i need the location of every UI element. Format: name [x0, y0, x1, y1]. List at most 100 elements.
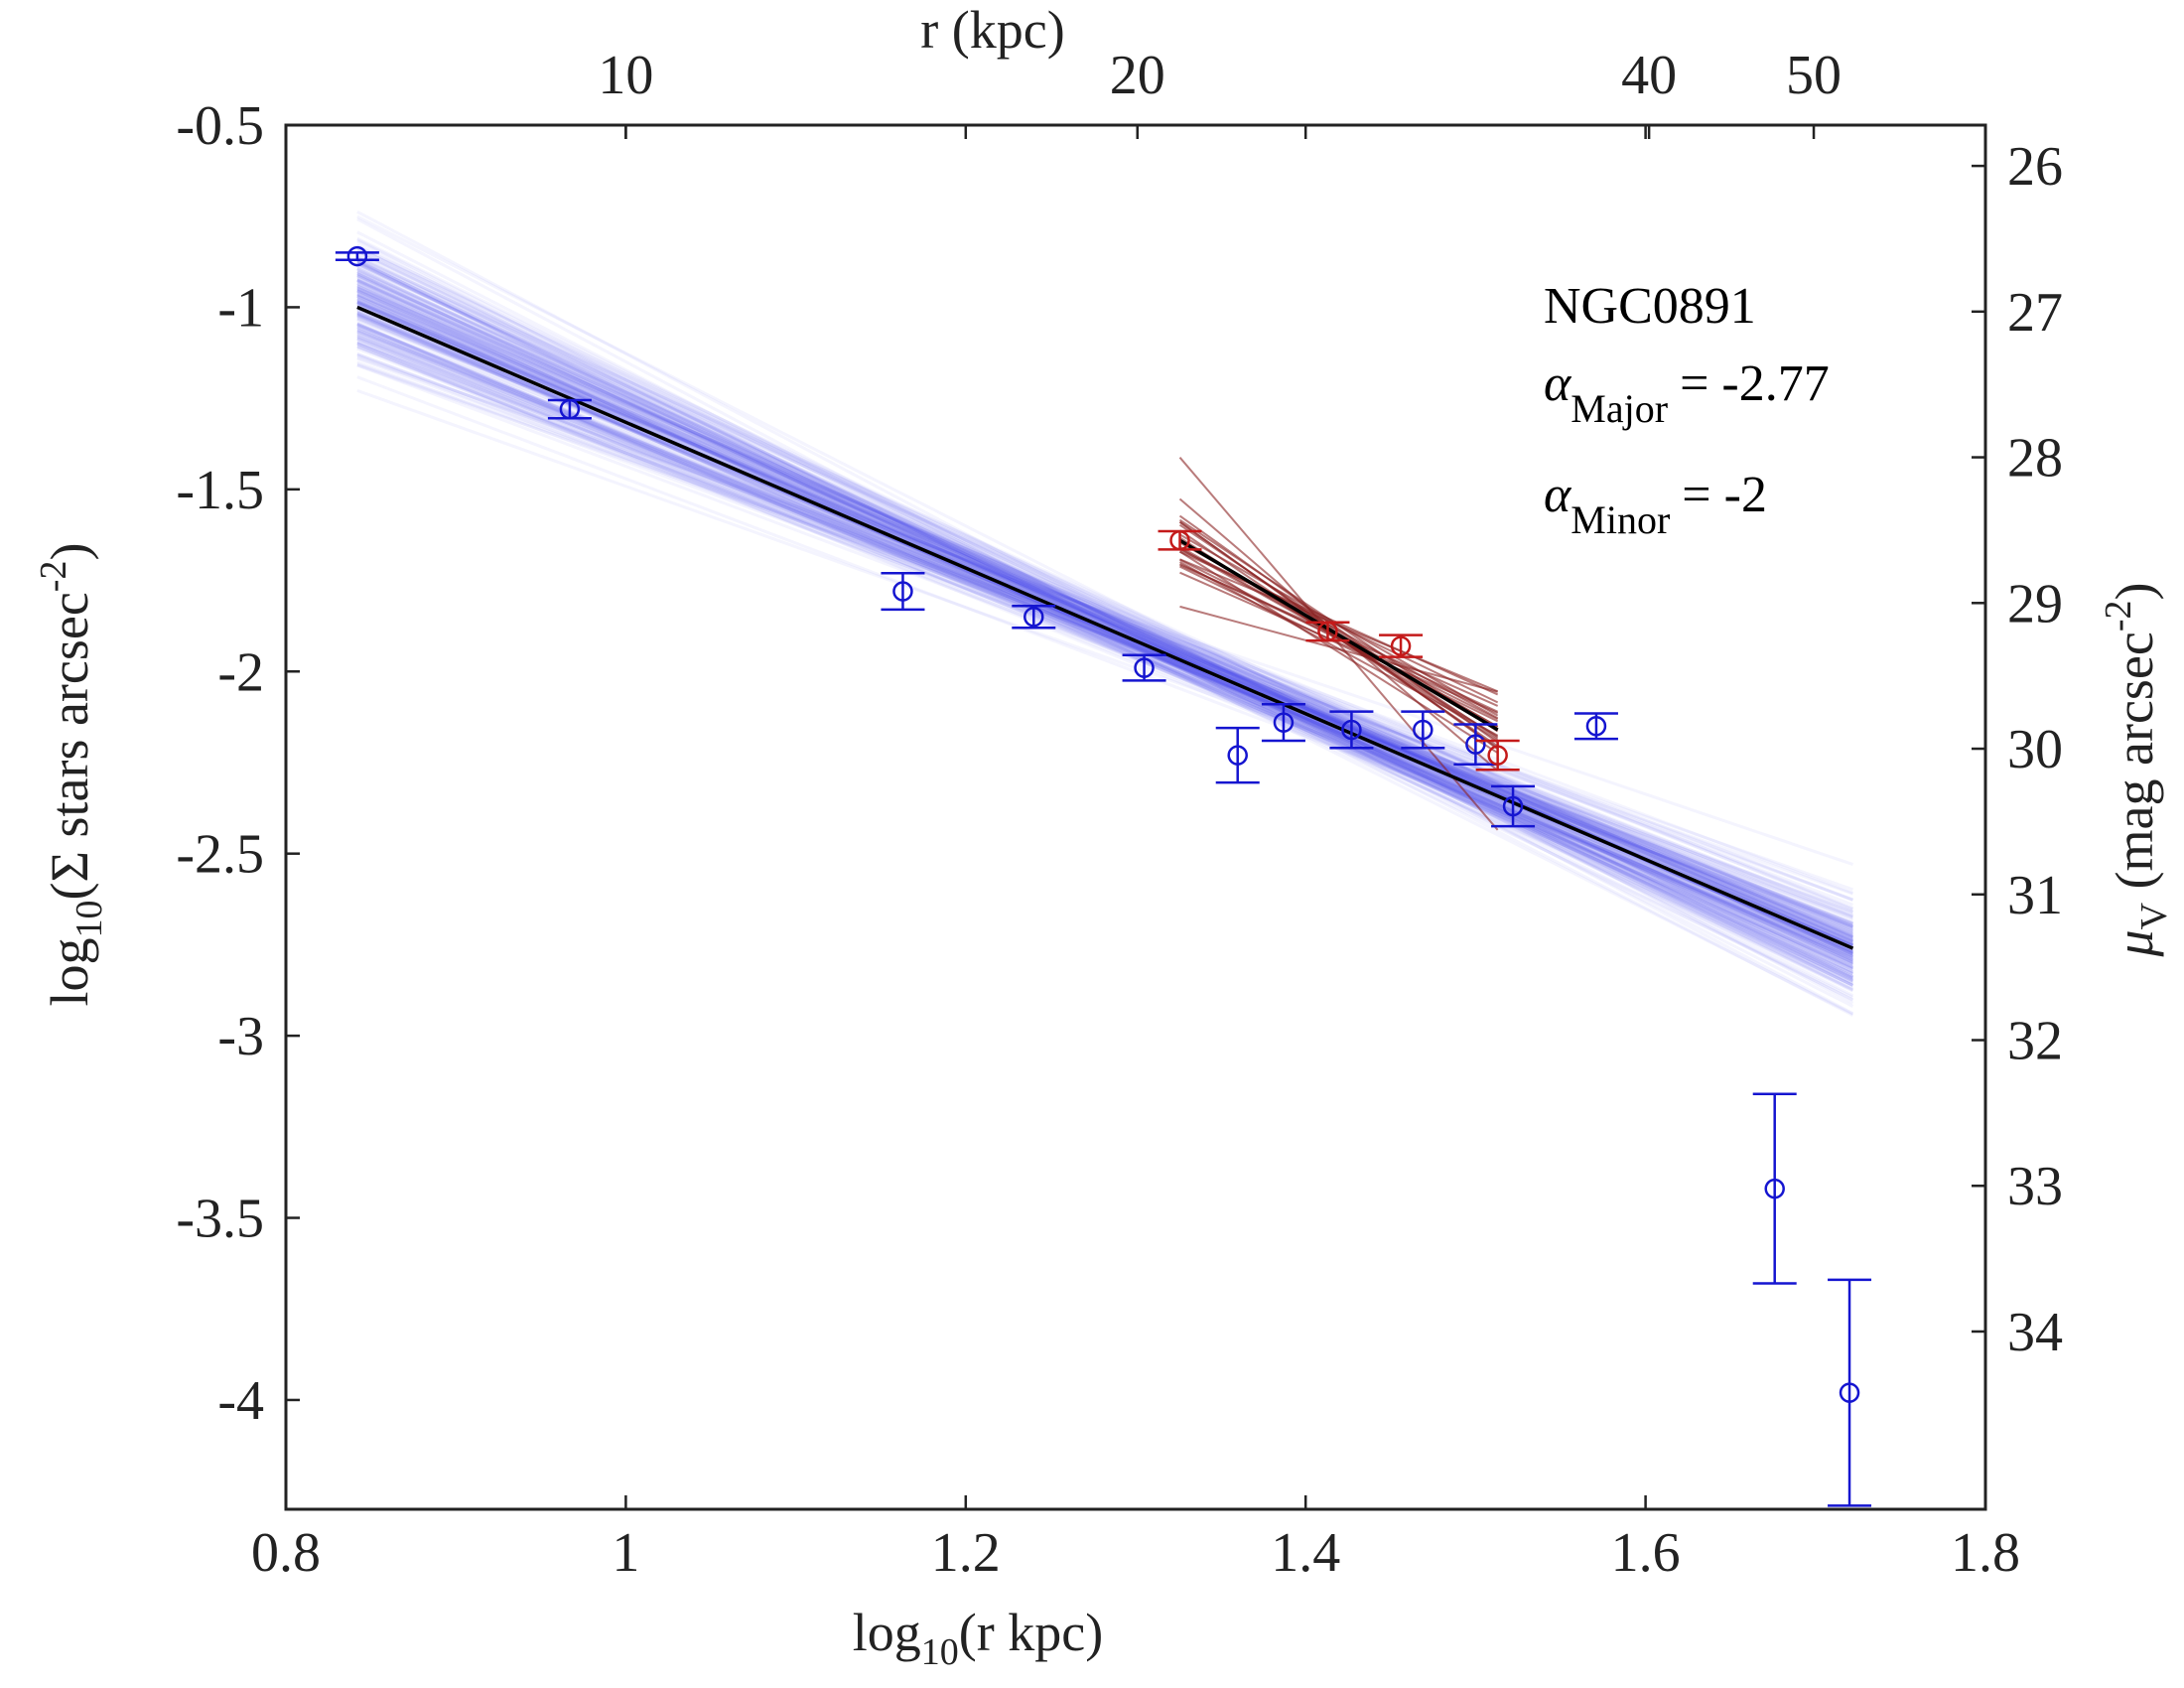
top-tick-label: 40: [1621, 45, 1677, 106]
major-sample-line: [356, 269, 1854, 944]
major-sample-line: [356, 260, 1854, 1002]
major-point-4: [1012, 604, 1056, 630]
fit-lines: [356, 305, 1854, 950]
major-sample-line: [356, 321, 1854, 970]
major-sample-line: [356, 297, 1854, 943]
major-point-9: [1401, 710, 1445, 750]
alpha-minor-label: αMinor = -2: [1544, 467, 1767, 542]
major-sample-line: [356, 244, 1854, 958]
major-sample-line: [356, 258, 1854, 985]
major-sample-line: [356, 317, 1854, 968]
major-sample-line: [356, 256, 1854, 971]
y-tick-label: -0.5: [176, 95, 264, 157]
major-sample-line: [356, 268, 1854, 962]
major-sample-line: [356, 259, 1854, 985]
major-marker: [1273, 712, 1295, 733]
minor-sample-line: [1179, 533, 1499, 717]
minor-point-4: [1475, 739, 1520, 772]
tick-labels: 0.8 1 1.2 1.4 1.6 1.8 -0.5 -1 -1.5 -2 -2.5 -3 -3.5 -4…: [176, 45, 2063, 1584]
major-sample-line: [356, 263, 1854, 938]
major-sample-line: [356, 256, 1854, 943]
right-tick-label: 29: [2007, 573, 2063, 634]
major-sample-line: [356, 279, 1854, 987]
major-sample-line: [356, 355, 1853, 867]
major-sample-line: [356, 289, 1854, 975]
major-sample-line: [356, 345, 1854, 932]
major-sample-line: [356, 304, 1854, 922]
major-sample-line: [356, 266, 1854, 973]
major-sample-line: [356, 337, 1854, 938]
major-sample-line: [356, 274, 1854, 975]
right-tick-label: 30: [2007, 719, 2063, 780]
major-sample-line: [356, 335, 1854, 926]
major-point-14: [1828, 1278, 1872, 1507]
major-sample-line: [356, 335, 1853, 907]
major-sample-line: [356, 331, 1854, 941]
major-sample-line: [356, 282, 1854, 999]
right-tick-label: 28: [2007, 428, 2063, 490]
x-tick-label: 0.8: [251, 1522, 321, 1584]
major-sample-line: [356, 249, 1854, 973]
major-marker: [1413, 719, 1433, 741]
major-sample-line: [356, 259, 1854, 971]
major-sample-line: [356, 278, 1854, 949]
major-sample-line: [356, 313, 1854, 952]
major-sample-line: [356, 270, 1854, 962]
major-sample-line: [356, 291, 1854, 969]
major-sample-line: [356, 342, 1853, 917]
x-tick-label: 1: [612, 1522, 639, 1584]
major-sample-line: [356, 341, 1854, 928]
major-sample-line: [356, 286, 1854, 931]
major-sample-line: [356, 254, 1854, 980]
major-sample-line: [356, 325, 1854, 955]
major-sample-line: [356, 278, 1854, 962]
major-sample-line: [356, 326, 1854, 958]
major-sample-line: [356, 286, 1854, 939]
minor-marker: [1390, 635, 1412, 656]
y-tick-label: -2: [217, 641, 264, 703]
major-sample-line: [356, 297, 1854, 947]
major-marker: [1465, 734, 1486, 755]
top-tick-label: 10: [598, 45, 653, 106]
minor-point-3: [1379, 633, 1424, 658]
major-sample-line: [356, 306, 1854, 976]
major-sample-line: [356, 342, 1854, 948]
y-tick-label: -1: [217, 277, 264, 339]
minor-sample-line: [1178, 523, 1499, 740]
major-sample-line: [356, 342, 1854, 928]
minor-sample-line: [1178, 550, 1499, 755]
axis-ticks: [284, 123, 1987, 1509]
major-sample-line: [356, 257, 1854, 948]
major-sample-line: [356, 246, 1854, 969]
major-sample-line: [356, 289, 1854, 980]
major-sample-line: [356, 290, 1854, 928]
major-sample-line: [356, 284, 1854, 939]
major-sample-line: [356, 343, 1854, 961]
x-axis-title: log10(r kpc): [853, 1603, 1103, 1673]
y-tick-label: -4: [217, 1370, 264, 1432]
major-sample-line: [356, 293, 1854, 940]
major-sample-line: [356, 287, 1854, 974]
major-sample-line: [356, 300, 1854, 937]
major-marker: [346, 245, 368, 267]
major-sample-line: [356, 262, 1854, 966]
major-sample-line: [356, 270, 1854, 976]
y-axis-title: log10(Σ stars arcsec-2): [33, 543, 110, 1007]
major-sample-line: [356, 337, 1854, 955]
major-sample-line: [356, 353, 1854, 931]
major-sample-line: [356, 325, 1854, 959]
major-fit-line: [356, 305, 1854, 950]
minor-point-1: [1158, 529, 1202, 551]
major-sample-line: [356, 316, 1854, 928]
major-sample-line: [356, 318, 1854, 911]
major-sample-line: [356, 294, 1854, 970]
major-sample-line: [356, 298, 1854, 943]
major-marker: [1585, 716, 1607, 737]
major-sample-line: [356, 301, 1854, 925]
major-marker: [1227, 745, 1248, 766]
major-point-12: [1573, 712, 1618, 741]
major-sample-line: [356, 322, 1854, 967]
major-sample-line: [356, 314, 1854, 966]
major-sample-line: [356, 360, 1853, 919]
major-sample-line: [356, 303, 1854, 933]
